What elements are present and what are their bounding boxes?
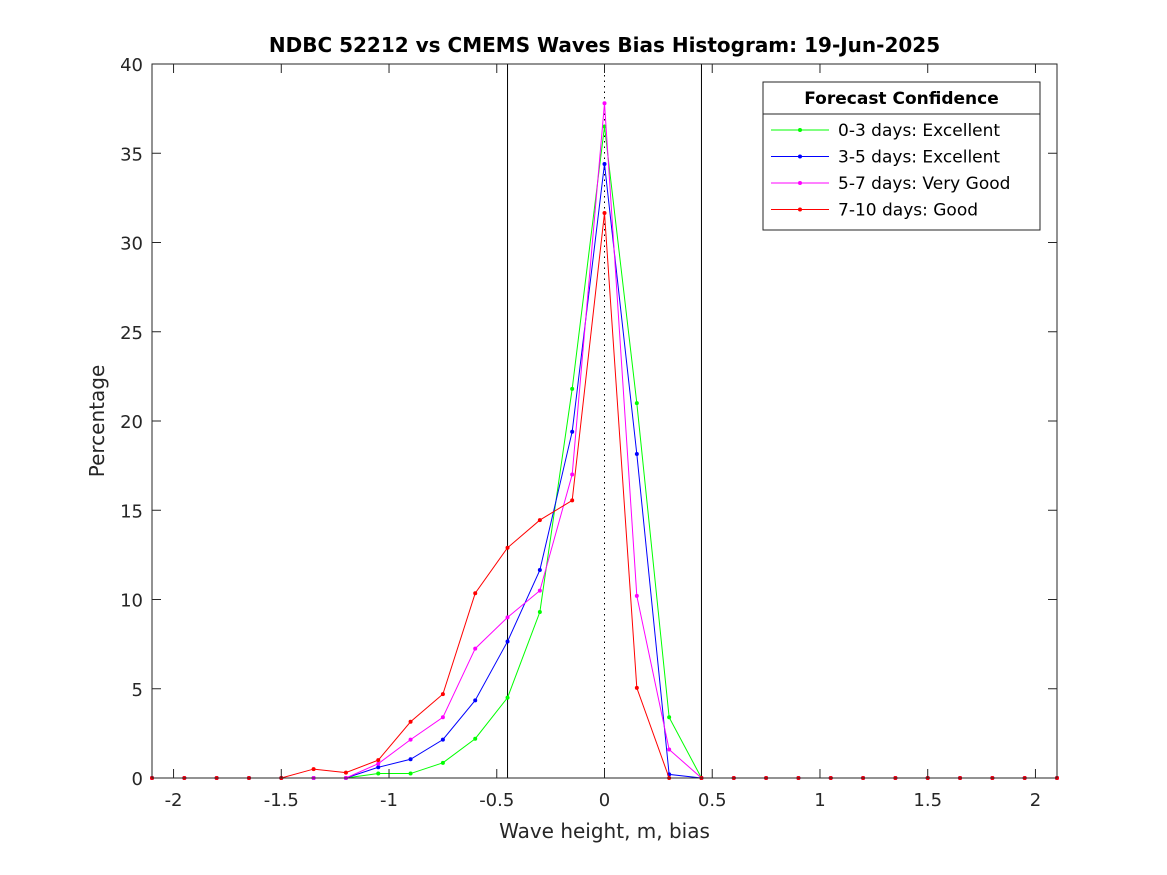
- x-tick-label: 0: [599, 790, 610, 811]
- series-0-point: [473, 736, 478, 741]
- series-0-point: [667, 715, 672, 720]
- y-tick-label: 35: [120, 144, 143, 165]
- series-3-point: [408, 719, 413, 724]
- series-0-point: [376, 771, 381, 776]
- y-tick-label: 20: [120, 412, 143, 433]
- series-0-point: [537, 609, 542, 614]
- series-3-point: [440, 692, 445, 697]
- x-tick-label: 1.5: [913, 790, 942, 811]
- series-1-point: [570, 429, 575, 434]
- legend-label: 0-3 days: Excellent: [838, 121, 1000, 141]
- x-tick-label: -1.5: [264, 790, 299, 811]
- series-2-point: [537, 588, 542, 593]
- series-3-point: [537, 518, 542, 523]
- series-2-point: [376, 761, 381, 766]
- series-0-point: [408, 771, 413, 776]
- series-0-point: [505, 695, 510, 700]
- x-tick-label: -1: [380, 790, 398, 811]
- series-3-point: [311, 767, 316, 772]
- series-2-point: [440, 715, 445, 720]
- series-3-point: [570, 498, 575, 503]
- series-2-point: [570, 472, 575, 477]
- series-2-point: [408, 737, 413, 742]
- series-1-point: [537, 568, 542, 573]
- y-tick-label: 5: [132, 680, 143, 701]
- legend-entry-2: 5-7 days: Very Good: [771, 174, 1010, 194]
- x-tick-label: 0.5: [698, 790, 727, 811]
- series-2-point: [473, 646, 478, 651]
- series-3-point: [602, 211, 607, 216]
- series-0-point: [570, 386, 575, 391]
- series-1-point: [634, 452, 639, 457]
- series-1-point: [473, 698, 478, 703]
- series-2-point: [634, 593, 639, 598]
- x-axis-label: Wave height, m, bias: [499, 819, 710, 843]
- series-2-point: [505, 615, 510, 620]
- series-1-point: [440, 737, 445, 742]
- legend-title: Forecast Confidence: [804, 89, 999, 109]
- legend-label: 3-5 days: Excellent: [838, 148, 1000, 168]
- x-tick-label: 1: [814, 790, 825, 811]
- x-tick-label: -2: [165, 790, 183, 811]
- series-3-point: [634, 685, 639, 690]
- y-tick-label: 30: [120, 234, 143, 255]
- x-tick-label: -0.5: [479, 790, 514, 811]
- series-2-point: [602, 101, 607, 106]
- series-1-point: [376, 765, 381, 770]
- y-axis-label: Percentage: [85, 365, 109, 478]
- y-tick-label: 0: [132, 769, 143, 790]
- series-3-point: [505, 545, 510, 550]
- series-3-point: [343, 770, 348, 775]
- legend-label: 7-10 days: Good: [838, 201, 978, 221]
- x-tick-label: 2: [1030, 790, 1041, 811]
- y-tick-label: 40: [120, 55, 143, 76]
- legend-swatch-marker: [798, 181, 802, 185]
- legend-label: 5-7 days: Very Good: [838, 174, 1010, 194]
- series-0-point: [634, 401, 639, 406]
- series-3-point: [473, 591, 478, 596]
- legend-entry-3: 7-10 days: Good: [771, 201, 978, 221]
- y-tick-label: 15: [120, 501, 143, 522]
- legend-entry-1: 3-5 days: Excellent: [771, 148, 1000, 168]
- legend-swatch-marker: [798, 154, 802, 159]
- series-2-point: [667, 747, 672, 752]
- y-tick-label: 25: [120, 323, 143, 344]
- legend-entry-0: 0-3 days: Excellent: [771, 121, 1000, 141]
- legend-swatch-marker: [798, 207, 802, 212]
- y-tick-label: 10: [120, 591, 143, 612]
- legend-swatch-marker: [798, 128, 802, 132]
- series-0-point: [440, 760, 445, 765]
- series-3-point: [376, 758, 381, 763]
- series-1-point: [408, 757, 413, 762]
- legend-entries: 0-3 days: Excellent 3-5 days: Excellent 5-…: [771, 121, 1010, 221]
- reference-lines: [507, 64, 702, 778]
- series-1-point: [602, 161, 607, 166]
- chart-title: NDBC 52212 vs CMEMS Waves Bias Histogram…: [269, 33, 940, 57]
- series-1-point: [505, 639, 510, 644]
- legend: Forecast Confidence 0-3 days: Excellent 3…: [762, 81, 1041, 231]
